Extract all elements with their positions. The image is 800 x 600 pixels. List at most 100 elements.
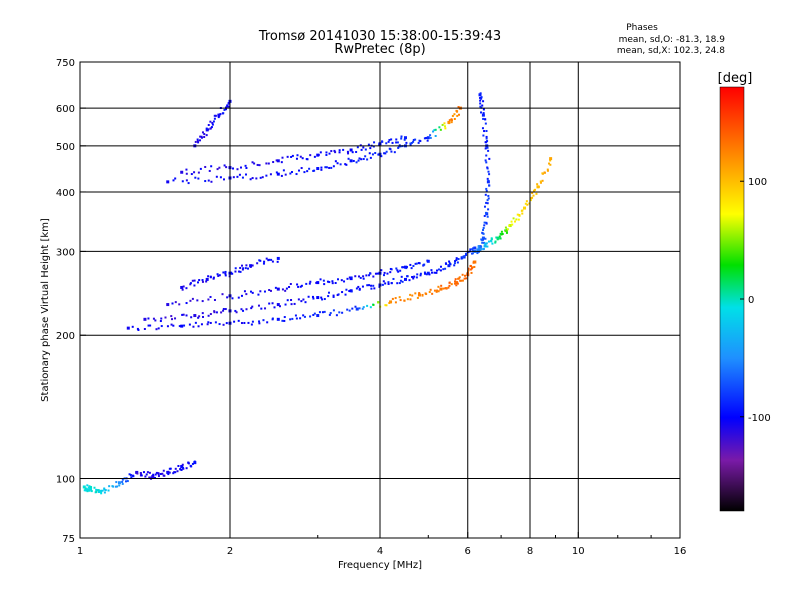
- scatter-point: [389, 271, 392, 274]
- scatter-point: [411, 275, 414, 278]
- scatter-point: [472, 249, 475, 252]
- scatter-point: [482, 232, 485, 235]
- scatter-point: [125, 480, 128, 483]
- scatter-point: [458, 276, 461, 279]
- scatter-point: [341, 311, 344, 314]
- scatter-point: [531, 196, 534, 199]
- scatter-point: [201, 279, 204, 282]
- scatter-point: [448, 260, 451, 263]
- y-axis-label: Stationary phase Virtual Height [km]: [40, 218, 51, 402]
- scatter-point: [235, 311, 238, 314]
- scatter-point: [524, 202, 527, 205]
- scatter-point: [332, 165, 335, 168]
- scatter-point: [505, 230, 508, 233]
- scatter-point: [485, 154, 488, 157]
- scatter-point: [101, 489, 104, 492]
- scatter-point: [190, 316, 193, 319]
- scatter-point: [483, 224, 486, 227]
- scatter-point: [355, 161, 358, 164]
- scatter-point: [272, 161, 275, 164]
- scatter-point: [355, 150, 358, 153]
- scatter-point: [488, 184, 491, 187]
- scatter-point: [214, 321, 217, 324]
- scatter-point: [200, 323, 203, 326]
- colorbar-tick-label: 100: [748, 177, 767, 188]
- scatter-point: [393, 151, 396, 154]
- scatter-point: [416, 273, 419, 276]
- scatter-point: [511, 223, 514, 226]
- scatter-point: [419, 140, 422, 143]
- scatter-point: [429, 134, 432, 137]
- scatter-point: [185, 168, 188, 171]
- scatter-point: [444, 127, 447, 130]
- scatter-point: [218, 323, 221, 326]
- scatter-point: [131, 325, 134, 328]
- scatter-point: [190, 173, 193, 176]
- scatter-point: [400, 137, 403, 140]
- scatter-point: [394, 301, 397, 304]
- scatter-point: [281, 288, 284, 291]
- scatter-point: [476, 248, 479, 251]
- scatter-point: [349, 159, 353, 163]
- scatter-point: [238, 270, 241, 273]
- scatter-point: [417, 141, 420, 144]
- scatter-point: [401, 266, 404, 269]
- scatter-point: [84, 487, 87, 490]
- scatter-point: [221, 293, 224, 296]
- scatter-point: [90, 490, 93, 493]
- scatter-point: [205, 280, 208, 283]
- scatter-point: [174, 471, 177, 474]
- scatter-point: [166, 470, 170, 474]
- scatter-point: [222, 271, 225, 274]
- scatter-point: [362, 277, 365, 280]
- scatter-point: [157, 472, 160, 475]
- phase-stats-o: mean, sd,O: -81.3, 18.9: [619, 35, 726, 45]
- scatter-point: [198, 315, 201, 318]
- scatter-point: [281, 156, 284, 159]
- scatter-point: [338, 149, 341, 152]
- scatter-point: [539, 181, 542, 184]
- scatter-point: [498, 235, 501, 238]
- scatter-point: [284, 289, 287, 292]
- scatter-point: [499, 237, 502, 240]
- y-tick-label: 750: [56, 58, 75, 69]
- scatter-point: [154, 473, 157, 476]
- scatter-point: [241, 176, 244, 179]
- phase-stats-title: Phases: [626, 23, 658, 33]
- scatter-point: [423, 263, 426, 266]
- scatter-point: [88, 485, 91, 488]
- scatter-point: [411, 294, 414, 297]
- scatter-point: [369, 156, 372, 159]
- scatter-point: [242, 267, 245, 270]
- scatter-point: [181, 180, 184, 183]
- scatter-point: [456, 282, 459, 285]
- scatter-point: [349, 277, 353, 281]
- scatter-point: [268, 289, 271, 292]
- colorbar-label: [deg]: [718, 71, 753, 86]
- scatter-point: [335, 314, 338, 317]
- scatter-point: [471, 248, 474, 251]
- scatter-point: [480, 97, 483, 100]
- scatter-point: [447, 120, 451, 124]
- scatter-point: [410, 141, 413, 144]
- scatter-point: [469, 248, 472, 251]
- scatter-point: [256, 262, 259, 265]
- scatter-point: [253, 162, 256, 165]
- scatter-point: [455, 284, 458, 287]
- scatter-point: [135, 470, 139, 474]
- scatter-point: [217, 116, 220, 119]
- scatter-point: [334, 282, 337, 285]
- scatter-point: [483, 221, 486, 224]
- scatter-point: [224, 106, 227, 109]
- scatter-point: [409, 142, 412, 145]
- scatter-point: [409, 298, 412, 301]
- scatter-point: [270, 258, 273, 261]
- scatter-point: [409, 143, 412, 146]
- scatter-point: [453, 113, 456, 116]
- scatter-point: [204, 180, 207, 183]
- scatter-point: [240, 308, 243, 311]
- scatter-point: [168, 471, 171, 474]
- scatter-point: [322, 279, 325, 282]
- scatter-point: [307, 295, 310, 298]
- scatter-point: [549, 159, 552, 162]
